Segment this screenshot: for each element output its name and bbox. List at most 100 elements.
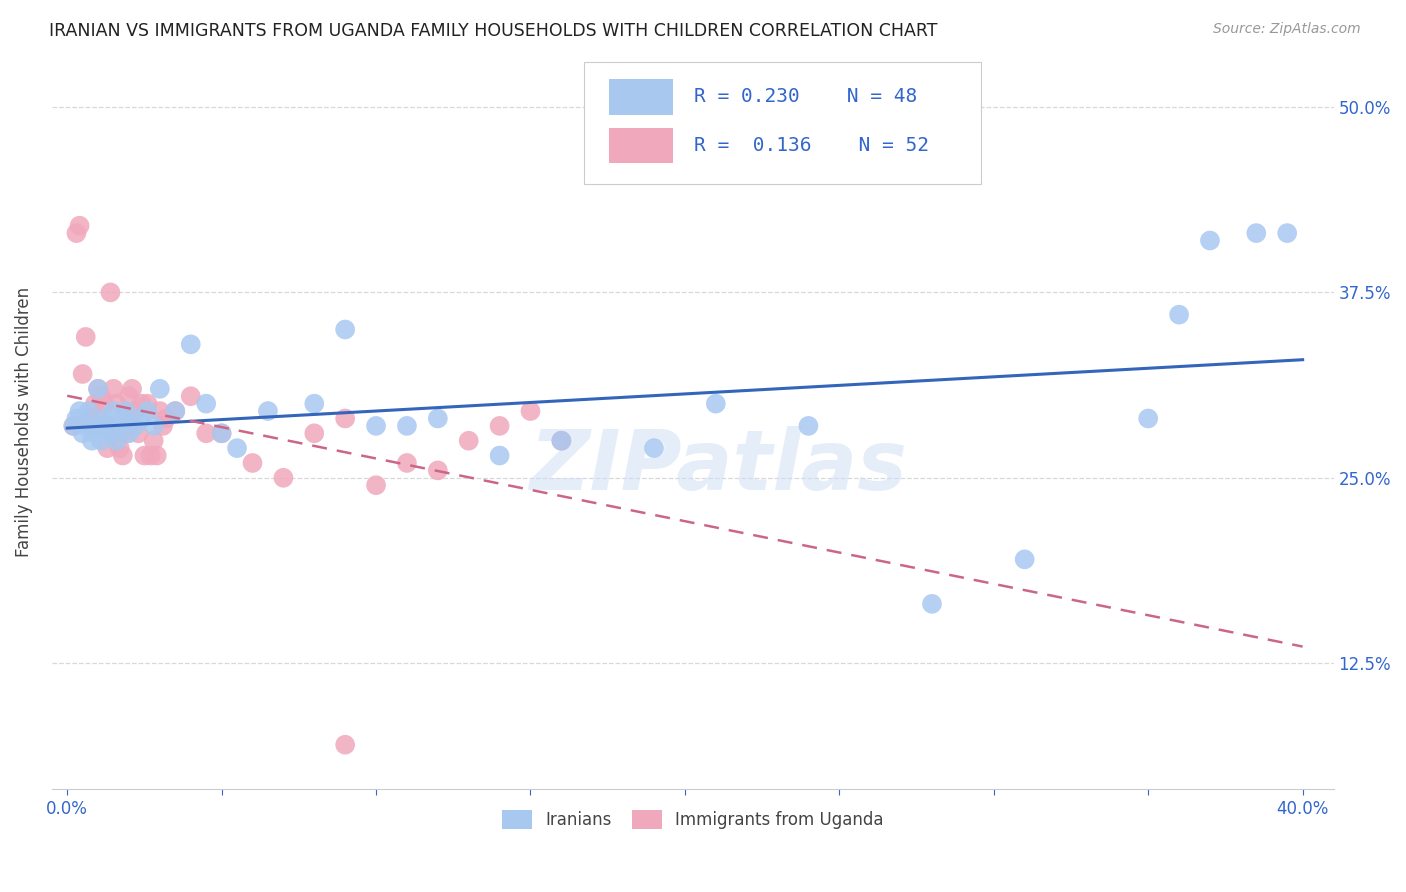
FancyBboxPatch shape — [583, 62, 981, 184]
Point — [1246, 226, 1268, 240]
Point — [488, 449, 510, 463]
Text: R = 0.230    N = 48: R = 0.230 N = 48 — [695, 87, 917, 106]
Point — [69, 404, 91, 418]
Point — [165, 404, 187, 418]
Point — [108, 441, 131, 455]
Point — [87, 418, 110, 433]
Point — [195, 397, 218, 411]
Point — [195, 426, 218, 441]
Point — [90, 434, 112, 448]
Text: R =  0.136    N = 52: R = 0.136 N = 52 — [695, 136, 929, 155]
Point — [395, 418, 418, 433]
Point — [180, 337, 202, 351]
Point — [1199, 234, 1222, 248]
Point — [136, 404, 159, 418]
Point — [333, 738, 356, 752]
Point — [1014, 552, 1036, 566]
Point — [304, 397, 326, 411]
Point — [226, 441, 249, 455]
Point — [136, 397, 159, 411]
Point — [72, 426, 94, 441]
Point — [142, 418, 165, 433]
Point — [127, 426, 149, 441]
Point — [273, 471, 295, 485]
Point — [134, 449, 156, 463]
Point — [1168, 308, 1191, 322]
FancyBboxPatch shape — [609, 79, 673, 114]
Point — [145, 449, 167, 463]
Point — [550, 434, 572, 448]
Point — [152, 418, 174, 433]
Point — [1137, 411, 1160, 425]
Point — [90, 389, 112, 403]
Point — [211, 426, 233, 441]
Point — [103, 382, 125, 396]
Point — [80, 434, 103, 448]
Point — [364, 478, 387, 492]
Point — [142, 434, 165, 448]
Point — [257, 404, 280, 418]
Point — [118, 426, 141, 441]
Point — [93, 397, 115, 411]
Point — [65, 411, 87, 425]
Point — [115, 426, 138, 441]
Text: Source: ZipAtlas.com: Source: ZipAtlas.com — [1213, 22, 1361, 37]
Point — [304, 426, 326, 441]
Text: IRANIAN VS IMMIGRANTS FROM UGANDA FAMILY HOUSEHOLDS WITH CHILDREN CORRELATION CH: IRANIAN VS IMMIGRANTS FROM UGANDA FAMILY… — [49, 22, 938, 40]
Point — [242, 456, 264, 470]
Point — [118, 411, 141, 425]
Point — [519, 404, 541, 418]
Point — [131, 397, 153, 411]
Point — [115, 404, 138, 418]
Point — [105, 397, 128, 411]
Point — [87, 382, 110, 396]
Point — [77, 404, 100, 418]
Point — [124, 404, 146, 418]
Point — [111, 449, 134, 463]
Y-axis label: Family Households with Children: Family Households with Children — [15, 287, 32, 558]
Point — [921, 597, 943, 611]
Point — [77, 411, 100, 425]
Point — [84, 397, 107, 411]
Point — [93, 411, 115, 425]
Point — [797, 418, 820, 433]
Point — [333, 322, 356, 336]
Point — [211, 426, 233, 441]
Point — [139, 449, 162, 463]
Point — [131, 411, 153, 425]
Point — [93, 418, 115, 433]
Point — [426, 463, 449, 477]
Point — [87, 411, 110, 425]
Point — [180, 389, 202, 403]
FancyBboxPatch shape — [609, 128, 673, 163]
Point — [149, 404, 172, 418]
Point — [550, 434, 572, 448]
Point — [704, 397, 727, 411]
Point — [165, 404, 187, 418]
Point — [333, 411, 356, 425]
Point — [108, 426, 131, 441]
Point — [65, 226, 87, 240]
Point — [96, 418, 118, 433]
Point — [118, 389, 141, 403]
Point — [488, 418, 510, 433]
Point — [80, 418, 103, 433]
Point — [62, 418, 84, 433]
Point — [62, 418, 84, 433]
Point — [395, 456, 418, 470]
Point — [103, 404, 125, 418]
Point — [643, 441, 665, 455]
Point — [87, 382, 110, 396]
Point — [457, 434, 479, 448]
Point — [1275, 226, 1298, 240]
Point — [100, 285, 122, 300]
Point — [149, 382, 172, 396]
Point — [103, 426, 125, 441]
Point — [155, 411, 177, 425]
Point — [364, 418, 387, 433]
Point — [100, 426, 122, 441]
Point — [75, 330, 97, 344]
Point — [69, 219, 91, 233]
Point — [96, 441, 118, 455]
Point — [111, 411, 134, 425]
